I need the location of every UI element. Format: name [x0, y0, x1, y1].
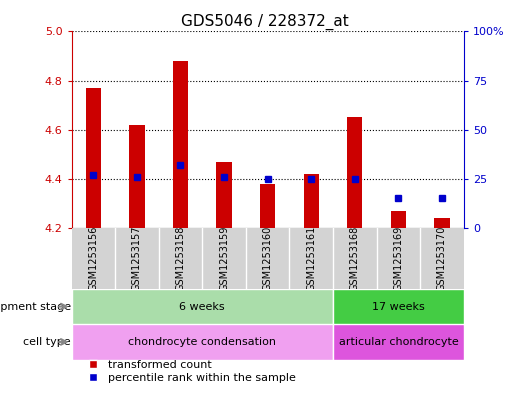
- Text: GSM1253159: GSM1253159: [219, 226, 229, 291]
- Text: GSM1253160: GSM1253160: [263, 226, 272, 291]
- Text: articular chondrocyte: articular chondrocyte: [339, 337, 458, 347]
- Text: GSM1253168: GSM1253168: [350, 226, 360, 291]
- Text: 6 weeks: 6 weeks: [180, 301, 225, 312]
- Bar: [173, 61, 188, 228]
- Text: GSM1253170: GSM1253170: [437, 226, 447, 291]
- Bar: [129, 125, 145, 228]
- Text: GSM1253158: GSM1253158: [175, 226, 186, 291]
- Bar: [86, 88, 101, 228]
- Text: 17 weeks: 17 weeks: [372, 301, 425, 312]
- Bar: [391, 211, 406, 228]
- Text: GSM1253157: GSM1253157: [132, 226, 142, 291]
- Bar: [72, 289, 333, 324]
- Legend: transformed count, percentile rank within the sample: transformed count, percentile rank withi…: [77, 355, 301, 387]
- Bar: [260, 184, 275, 228]
- Bar: [216, 162, 232, 228]
- Bar: [304, 174, 319, 228]
- Text: GDS5046 / 228372_at: GDS5046 / 228372_at: [181, 14, 349, 30]
- Text: GSM1253156: GSM1253156: [89, 226, 99, 291]
- Bar: [72, 324, 333, 360]
- Bar: [435, 218, 449, 228]
- Text: GSM1253169: GSM1253169: [393, 226, 403, 291]
- Bar: [333, 289, 464, 324]
- Text: chondrocyte condensation: chondrocyte condensation: [128, 337, 276, 347]
- Bar: [333, 324, 464, 360]
- Bar: [347, 118, 363, 228]
- Text: development stage: development stage: [0, 301, 70, 312]
- Text: cell type: cell type: [23, 337, 70, 347]
- Text: GSM1253161: GSM1253161: [306, 226, 316, 291]
